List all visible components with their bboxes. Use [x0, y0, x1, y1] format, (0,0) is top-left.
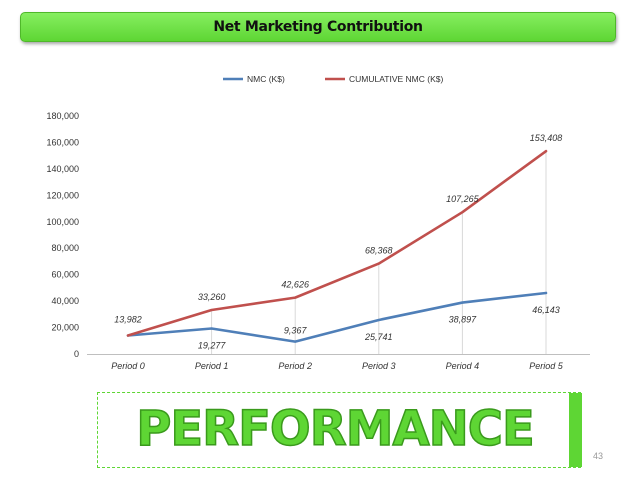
series-line	[126, 149, 548, 337]
x-tick-label: Period 2	[278, 361, 312, 371]
x-tick-label: Period 1	[195, 361, 229, 371]
y-tick-label: 20,000	[51, 323, 79, 333]
x-tick-label: Period 5	[529, 361, 564, 371]
series-line	[126, 291, 548, 343]
y-tick-label: 80,000	[51, 243, 79, 253]
data-label: 33,260	[198, 292, 226, 302]
data-label: 68,368	[365, 246, 393, 256]
data-label: 46,143	[532, 305, 560, 315]
performance-banner-bar	[569, 393, 582, 467]
performance-banner-text: PERFORMANCE	[135, 400, 535, 458]
data-label: 153,408	[530, 133, 563, 143]
data-label: 42,626	[281, 280, 309, 290]
data-label: 19,277	[198, 341, 227, 351]
chart-title: Net Marketing Contribution	[213, 19, 423, 35]
data-label: 25,741	[364, 332, 393, 342]
page-number: 43	[593, 451, 604, 461]
y-tick-label: 140,000	[46, 164, 79, 174]
data-label: 13,982	[114, 315, 142, 325]
x-tick-label: Period 3	[362, 361, 396, 371]
y-tick-label: 180,000	[46, 111, 79, 121]
y-tick-label: 60,000	[51, 270, 79, 280]
y-tick-label: 40,000	[51, 296, 79, 306]
legend-label: NMC (K$)	[247, 74, 285, 84]
data-label: 38,897	[449, 315, 478, 325]
y-tick-label: 100,000	[46, 217, 79, 227]
y-tick-label: 120,000	[46, 190, 79, 200]
x-tick-label: Period 4	[446, 361, 480, 371]
y-tick-label: 0	[74, 349, 79, 359]
legend-label: CUMULATIVE NMC (K$)	[349, 74, 443, 84]
y-tick-label: 160,000	[46, 137, 79, 147]
x-tick-label: Period 0	[111, 361, 145, 371]
data-label: 9,367	[284, 326, 308, 336]
data-label: 107,265	[446, 194, 480, 204]
title-bar: Net Marketing Contribution	[20, 12, 616, 42]
